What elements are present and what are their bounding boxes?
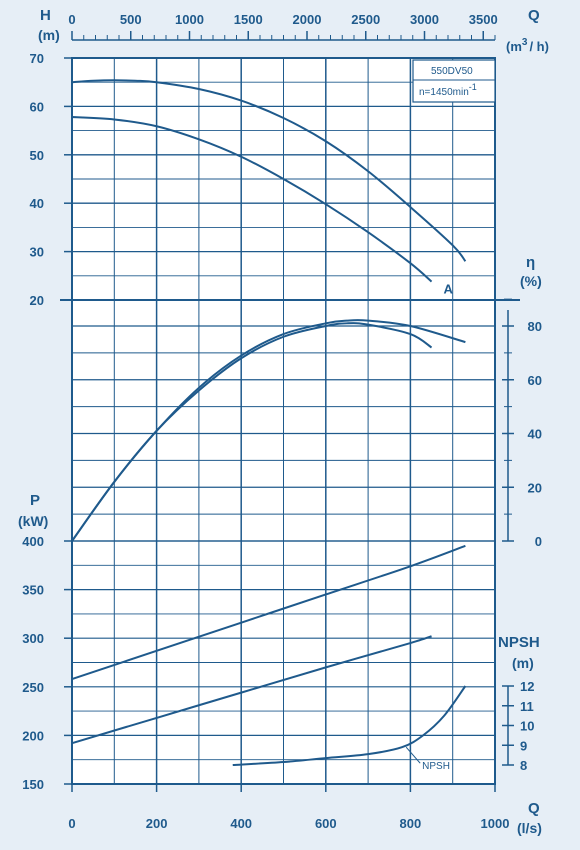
speed-prefix: n=1450min — [419, 87, 469, 98]
flow-lps-tick-label: 200 — [146, 816, 168, 831]
model-name: 550DV50 — [431, 66, 473, 77]
flow-m3h-tick-label: 3500 — [469, 12, 498, 27]
head-axis-label: H — [40, 7, 51, 24]
power-tick-label: 250 — [22, 680, 44, 695]
head-tick-label: 20 — [30, 293, 44, 308]
npsh-tick-label: 9 — [520, 738, 527, 753]
head-tick-label: 30 — [30, 245, 44, 260]
efficiency-tick-label: 40 — [528, 427, 542, 442]
head-tick-label: 40 — [30, 196, 44, 211]
curve-label-npsh: NPSH — [422, 761, 450, 772]
flow-top-axis-unit: (m3/ h) — [506, 37, 549, 54]
head-curve-0 — [71, 79, 467, 262]
flow-m3h-tick-label: 0 — [68, 12, 75, 27]
flow-lps-tick-label: 400 — [230, 816, 252, 831]
flow-lps-tick-label: 1000 — [481, 816, 510, 831]
power-tick-label: 400 — [22, 534, 44, 549]
npsh-tick-label: 10 — [520, 719, 534, 734]
power-tick-label: 350 — [22, 583, 44, 598]
grid — [60, 57, 520, 785]
head-axis-unit: (m) — [38, 27, 60, 43]
flow-top-unit-pre: (m — [506, 39, 522, 54]
head-tick-label: 60 — [30, 99, 44, 114]
power-tick-label: 150 — [22, 777, 44, 792]
axis-labels: H (m) Q (m3/ h) η (%) P (kW) NPSH (m) Q … — [18, 7, 549, 836]
curves: A NPSH — [71, 79, 467, 772]
npsh-axis-label: NPSH — [498, 634, 540, 651]
efficiency-tick-label: 0 — [535, 534, 542, 549]
axes: 7060504030204003503002502001508060402001… — [22, 12, 542, 831]
flow-top-unit-post: / h) — [529, 39, 549, 54]
head-curve-1 — [71, 116, 433, 283]
model-info-box: 550DV50 n=1450min-1 — [412, 59, 496, 103]
curve-label-a: A — [444, 282, 454, 297]
speed-label: n=1450min-1 — [419, 82, 477, 98]
flow-m3h-tick-label: 2000 — [293, 12, 322, 27]
flow-m3h-tick-label: 1000 — [175, 12, 204, 27]
flow-lps-tick-label: 600 — [315, 816, 337, 831]
flow-top-axis-label: Q — [528, 7, 540, 24]
flow-m3h-tick-label: 2500 — [351, 12, 380, 27]
efficiency-axis-unit: (%) — [520, 273, 542, 289]
flow-lps-tick-label: 800 — [400, 816, 422, 831]
efficiency-tick-label: 20 — [528, 480, 542, 495]
flow-bottom-axis-unit: (l/s) — [517, 820, 542, 836]
head-tick-label: 70 — [30, 51, 44, 66]
npsh-tick-label: 11 — [520, 699, 534, 714]
efficiency-curve-3 — [71, 322, 433, 542]
npsh-tick-label: 12 — [520, 679, 534, 694]
power-axis-label: P — [30, 492, 40, 509]
npsh-tick-label: 8 — [520, 758, 527, 773]
flow-top-unit-sup: 3 — [522, 37, 528, 48]
power-curve-4 — [71, 544, 466, 680]
efficiency-tick-label: 60 — [528, 373, 542, 388]
power-axis-unit: (kW) — [18, 513, 48, 529]
power-tick-label: 200 — [22, 728, 44, 743]
npsh-leader-line — [405, 746, 421, 764]
efficiency-axis-label: η — [526, 254, 535, 271]
flow-bottom-axis-label: Q — [528, 800, 540, 817]
power-curve-5 — [71, 635, 432, 745]
flow-m3h-tick-label: 1500 — [234, 12, 263, 27]
power-tick-label: 300 — [22, 631, 44, 646]
flow-m3h-tick-label: 3000 — [410, 12, 439, 27]
npsh-curve-6 — [232, 685, 467, 766]
flow-m3h-tick-label: 500 — [120, 12, 142, 27]
speed-sup: -1 — [469, 82, 477, 92]
flow-lps-tick-label: 0 — [68, 816, 75, 831]
npsh-axis-unit: (m) — [512, 655, 534, 671]
efficiency-tick-label: 80 — [528, 319, 542, 334]
head-tick-label: 50 — [30, 148, 44, 163]
